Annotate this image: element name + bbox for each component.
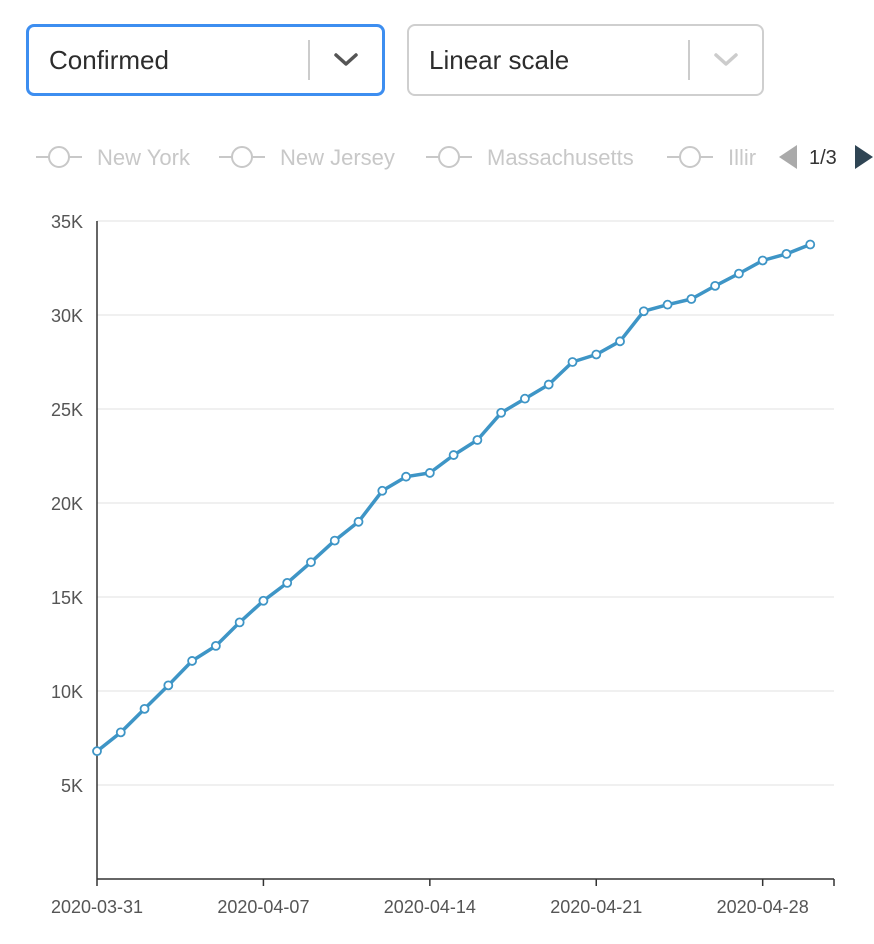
data-point[interactable] — [662, 299, 673, 310]
legend-item-new-york[interactable]: New York — [36, 145, 191, 170]
data-point[interactable] — [543, 379, 554, 390]
y-tick-label: 35K — [51, 212, 83, 232]
data-point[interactable] — [520, 393, 530, 404]
legend-page-label: 1/3 — [809, 147, 837, 169]
data-point[interactable] — [115, 727, 126, 738]
data-point[interactable] — [139, 703, 150, 714]
data-point[interactable] — [377, 485, 388, 496]
legend-marker-icon — [679, 146, 701, 168]
data-point[interactable] — [92, 746, 102, 757]
y-tick-label: 5K — [61, 776, 83, 796]
legend: New York New Jersey Massachusetts Illir … — [36, 136, 873, 176]
data-point[interactable] — [615, 336, 625, 347]
scale-select-separator — [688, 40, 690, 80]
chevron-down-icon[interactable] — [310, 27, 382, 93]
data-point[interactable] — [282, 578, 293, 588]
x-tick-label: 2020-04-21 — [550, 897, 642, 917]
axes: 5K 10K 15K 20K 25K 30K 35K 2020-03-31 2020-04-07… — [51, 212, 835, 917]
legend-label: New York — [97, 145, 191, 170]
metric-select[interactable]: Confirmed — [26, 24, 385, 96]
data-point[interactable] — [353, 516, 364, 527]
data-point[interactable] — [734, 268, 744, 279]
data-point[interactable] — [472, 435, 483, 445]
data-point[interactable] — [258, 595, 269, 606]
data-point[interactable] — [306, 557, 316, 568]
data-point[interactable] — [496, 407, 507, 418]
data-point[interactable] — [638, 306, 649, 317]
legend-label: Massachusetts — [487, 145, 634, 170]
data-point[interactable] — [163, 680, 174, 691]
series-line — [95, 242, 812, 753]
data-point[interactable] — [710, 280, 721, 291]
caret-right-icon[interactable] — [855, 145, 873, 169]
x-tick-label: 2020-03-31 — [51, 897, 143, 917]
data-point[interactable] — [591, 349, 602, 360]
data-point[interactable] — [187, 656, 197, 666]
y-tick-label: 15K — [51, 588, 83, 608]
data-point[interactable] — [424, 468, 435, 478]
data-point[interactable] — [448, 450, 459, 460]
legend-label: Illir — [728, 145, 756, 170]
scale-select-value: Linear scale — [429, 44, 570, 75]
legend-clip-mask — [760, 136, 774, 176]
legend-marker-icon — [48, 146, 70, 168]
caret-left-icon[interactable] — [779, 145, 797, 169]
data-point[interactable] — [567, 357, 578, 367]
data-point[interactable] — [686, 294, 697, 304]
legend-marker-icon — [231, 146, 253, 168]
legend-label: New Jersey — [280, 145, 395, 170]
x-tick-label: 2020-04-28 — [717, 897, 809, 917]
chevron-down-icon[interactable] — [690, 26, 762, 94]
legend-item-massachusetts[interactable]: Massachusetts — [426, 145, 634, 170]
grid-lines — [97, 220, 834, 786]
data-point[interactable] — [329, 535, 340, 546]
legend-item-illinois[interactable]: Illir — [667, 145, 756, 170]
data-point[interactable] — [757, 255, 768, 266]
y-tick-label: 20K — [51, 494, 83, 514]
data-point[interactable] — [210, 640, 221, 651]
metric-select-value: Confirmed — [49, 44, 169, 75]
x-tick-label: 2020-04-14 — [384, 897, 476, 917]
x-tick-label: 2020-04-07 — [217, 897, 309, 917]
data-point[interactable] — [781, 248, 792, 259]
scale-select[interactable]: Linear scale — [407, 24, 764, 96]
y-tick-label: 10K — [51, 682, 83, 702]
y-tick-label: 30K — [51, 306, 83, 326]
data-point[interactable] — [234, 617, 245, 628]
data-point[interactable] — [805, 239, 816, 250]
legend-marker-icon — [438, 146, 460, 168]
legend-item-new-jersey[interactable]: New Jersey — [219, 145, 395, 170]
metric-select-separator — [308, 40, 310, 80]
series-confirmed — [92, 239, 816, 757]
data-point[interactable] — [401, 471, 411, 482]
y-tick-label: 25K — [51, 400, 83, 420]
